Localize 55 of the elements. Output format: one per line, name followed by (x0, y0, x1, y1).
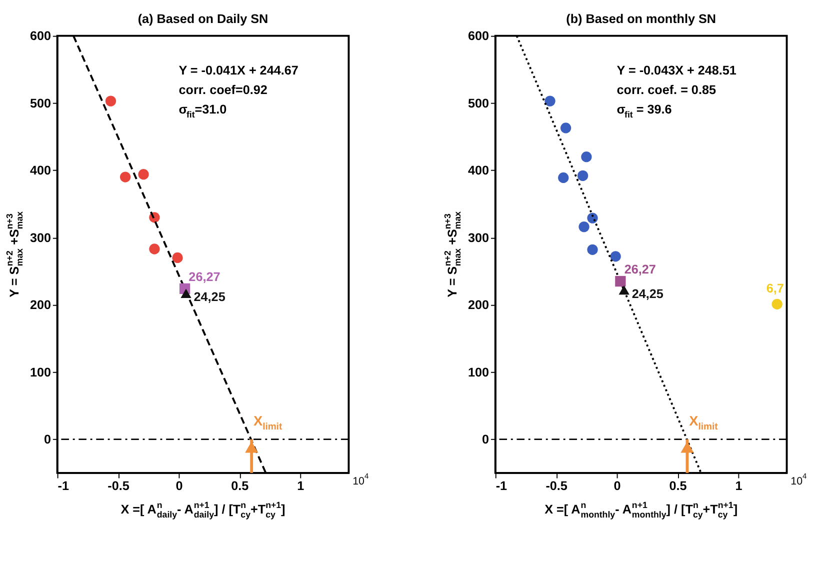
x-tick-label: -1 (58, 478, 70, 493)
point (180, 288, 192, 298)
annotation: Y = -0.043X + 248.51 (616, 64, 736, 78)
annotation: corr. coef. = 0.85 (616, 83, 716, 98)
x-tick-label: 1 (735, 478, 742, 493)
y-tick-label: 200 (468, 298, 490, 312)
point (772, 298, 782, 310)
y-tick-label: 100 (468, 365, 490, 380)
y-tick-label: 500 (468, 96, 490, 110)
annotation: corr. coef=0.92 (178, 83, 268, 98)
point (138, 169, 149, 180)
series-label: 24,25 (194, 290, 226, 304)
y-tick-label: 600 (30, 29, 51, 44)
y-axis-title: Y = Sn+2max +Sn+3max (4, 211, 24, 298)
point (120, 172, 131, 182)
point (587, 212, 598, 224)
chart-title: (b) Based on monthly SN (566, 12, 716, 26)
point (615, 276, 626, 287)
series-label: 26,27 (624, 262, 656, 276)
y-tick-label: 600 (468, 29, 490, 44)
chart-title: (a) Based on Daily SN (138, 12, 268, 26)
y-tick-label: 400 (30, 164, 51, 178)
point (149, 244, 160, 254)
point (581, 152, 592, 162)
y-tick-label: 500 (30, 96, 51, 110)
annotation: Y = -0.041X + 244.67 (178, 64, 298, 78)
point (587, 244, 598, 255)
x-tick-label: 0.5 (669, 478, 687, 493)
series-label: 6,7 (766, 281, 784, 296)
x-tick-label: 0 (176, 478, 183, 493)
point (560, 122, 572, 134)
point (578, 221, 590, 232)
y-tick-label: 0 (44, 432, 51, 447)
y-tick-label: 100 (30, 365, 51, 380)
y-tick-label: 300 (30, 230, 51, 245)
x-tick-label: -1 (496, 478, 508, 493)
series-label: 26,27 (188, 270, 220, 284)
y-tick-label: 200 (30, 298, 51, 312)
y-tick-label: 0 (482, 432, 490, 447)
x-tick-label: 1 (297, 478, 304, 493)
x-tick-label: 0 (614, 478, 621, 493)
point (610, 251, 621, 262)
x-tick-label: -0.5 (108, 478, 130, 493)
point (618, 285, 630, 295)
y-tick-label: 400 (468, 164, 490, 178)
x-tick-label: 0.5 (231, 478, 249, 493)
series-label: 24,25 (632, 286, 664, 301)
x-tick-label: -0.5 (546, 478, 568, 493)
point (544, 96, 556, 106)
y-axis-title: Y = Sn+2max +Sn+3max (442, 211, 462, 298)
point (558, 172, 569, 184)
point (172, 252, 183, 264)
point (577, 170, 588, 182)
point (105, 96, 116, 106)
y-tick-label: 300 (468, 230, 490, 245)
